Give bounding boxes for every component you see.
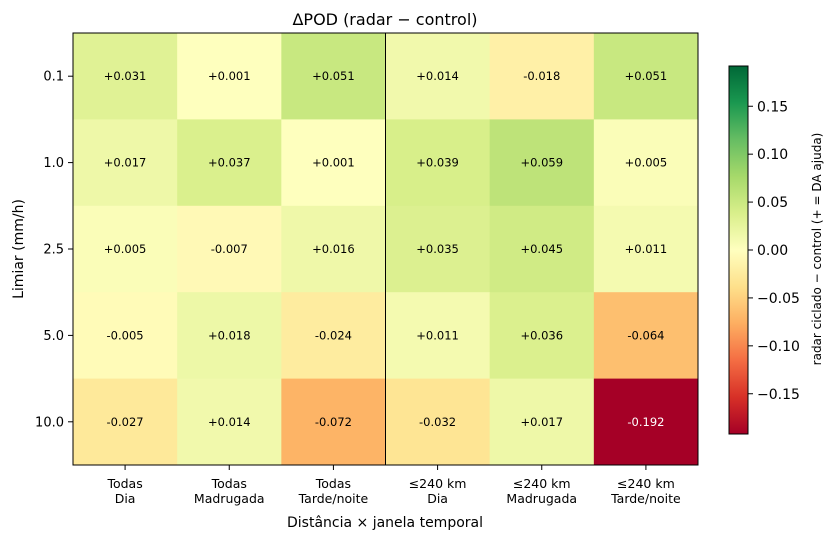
x-tick-label: Tarde/noite (610, 491, 681, 506)
x-tick-label: Madrugada (506, 491, 577, 506)
cell-value-label: +0.018 (208, 328, 251, 342)
cell-value-label: +0.016 (312, 242, 355, 256)
heatmap-cell (73, 378, 178, 466)
heatmap-cell (281, 292, 387, 380)
heatmap-cell (385, 378, 491, 466)
y-tick-label: 0.1 (43, 70, 64, 85)
colorbar-tick-label: −0.05 (757, 291, 800, 307)
x-tick-label: Dia (427, 491, 448, 506)
cell-value-label: -0.005 (107, 328, 144, 342)
cell-value-label: -0.007 (211, 242, 248, 256)
cell-value-label: -0.024 (315, 328, 352, 342)
heatmap-cell (385, 292, 491, 380)
cell-value-label: +0.005 (625, 156, 668, 170)
cell-value-label: +0.059 (520, 156, 563, 170)
heatmap-cell (177, 378, 282, 466)
heatmap-cell (489, 119, 595, 207)
x-tick-label: Todas (315, 476, 351, 491)
colorbar-tick-label: 0.00 (757, 243, 788, 259)
y-axis-ticks: 0.1 1.0 2.5 5.0 10.0 (35, 70, 73, 430)
heatmap-cell (489, 33, 595, 120)
heatmap-cell (73, 33, 178, 120)
cell-value-label: +0.051 (312, 69, 355, 83)
heatmap-cell (73, 119, 178, 207)
x-tick-label: Tarde/noite (298, 491, 369, 506)
colorbar-label: radar ciclado − control (+ = DA ajuda) (810, 133, 824, 366)
heatmap-cell (281, 378, 387, 466)
heatmap-cell (489, 205, 595, 293)
y-tick-label: 10.0 (35, 415, 64, 430)
heatmap-cell (593, 33, 699, 120)
cell-value-label: +0.045 (520, 242, 563, 256)
heatmap-cell (593, 378, 699, 466)
cell-value-label: -0.032 (419, 415, 456, 429)
cell-value-label: +0.011 (625, 242, 668, 256)
cell-value-label: +0.005 (104, 242, 147, 256)
heatmap-cell (385, 119, 491, 207)
cell-value-label: +0.001 (208, 69, 251, 83)
heatmap-cell (177, 33, 282, 120)
heatmap-cell (385, 205, 491, 293)
cell-value-label: +0.037 (208, 156, 251, 170)
chart-title: ΔPOD (radar − control) (292, 10, 477, 29)
colorbar (728, 65, 749, 435)
colorbar-tick-label: −0.10 (757, 339, 800, 355)
heatmap-cell (73, 292, 178, 380)
cell-value-label: +0.017 (520, 415, 563, 429)
cell-value-label: -0.027 (107, 415, 144, 429)
x-tick-label: ≤240 km (409, 476, 467, 491)
colorbar-ticks: 0.15 0.10 0.05 0.00 −0.05 −0.10 −0.15 (748, 99, 800, 403)
cell-value-label: +0.017 (104, 156, 147, 170)
heatmap-cell (281, 119, 387, 207)
cell-value-label: +0.011 (416, 328, 459, 342)
cell-value-label: -0.072 (315, 415, 352, 429)
heatmap-cell (593, 292, 699, 380)
heatmap-cell (593, 119, 699, 207)
x-tick-label: ≤240 km (513, 476, 571, 491)
heatmap-cell (177, 205, 282, 293)
colorbar-tick-label: 0.15 (757, 99, 788, 115)
cell-value-label: +0.039 (416, 156, 459, 170)
x-axis-ticks: TodasDiaTodasMadrugadaTodasTarde/noite≤2… (106, 465, 681, 506)
heatmap-cell (489, 378, 595, 466)
heatmap-cell (489, 292, 595, 380)
cell-value-label: -0.192 (627, 415, 664, 429)
x-tick-label: Dia (115, 491, 136, 506)
cell-value-label: +0.014 (416, 69, 459, 83)
cell-value-label: +0.001 (312, 156, 355, 170)
y-axis-label: Limiar (mm/h) (11, 199, 27, 299)
x-tick-label: ≤240 km (617, 476, 675, 491)
x-tick-label: Todas (106, 476, 142, 491)
cell-value-label: +0.035 (416, 242, 459, 256)
heatmap-cell (281, 205, 387, 293)
colorbar-tick-label: 0.10 (757, 147, 788, 163)
heatmap-cell (73, 205, 178, 293)
cell-value-label: +0.031 (104, 69, 147, 83)
x-axis-label: Distância × janela temporal (287, 515, 483, 531)
heatmap-cell (593, 205, 699, 293)
heatmap-cells (73, 33, 699, 466)
cell-value-label: +0.051 (625, 69, 668, 83)
heatmap-cell (177, 292, 282, 380)
cell-value-labels: +0.031 +0.001 +0.051 +0.014 -0.018 +0.051 +0.0… (104, 69, 667, 429)
y-tick-label: 1.0 (43, 156, 64, 171)
y-tick-label: 2.5 (43, 243, 64, 258)
cell-value-label: -0.018 (523, 69, 560, 83)
heatmap-cell (385, 33, 491, 120)
x-tick-label: Todas (211, 476, 247, 491)
y-tick-label: 5.0 (43, 329, 64, 344)
cell-value-label: -0.064 (627, 328, 664, 342)
colorbar-tick-label: −0.15 (757, 387, 800, 403)
x-tick-label: Madrugada (194, 491, 265, 506)
heatmap-cell (177, 119, 282, 207)
cell-value-label: +0.014 (208, 415, 251, 429)
cell-value-label: +0.036 (520, 328, 563, 342)
heatmap-cell (281, 33, 387, 120)
colorbar-tick-label: 0.05 (757, 195, 788, 211)
